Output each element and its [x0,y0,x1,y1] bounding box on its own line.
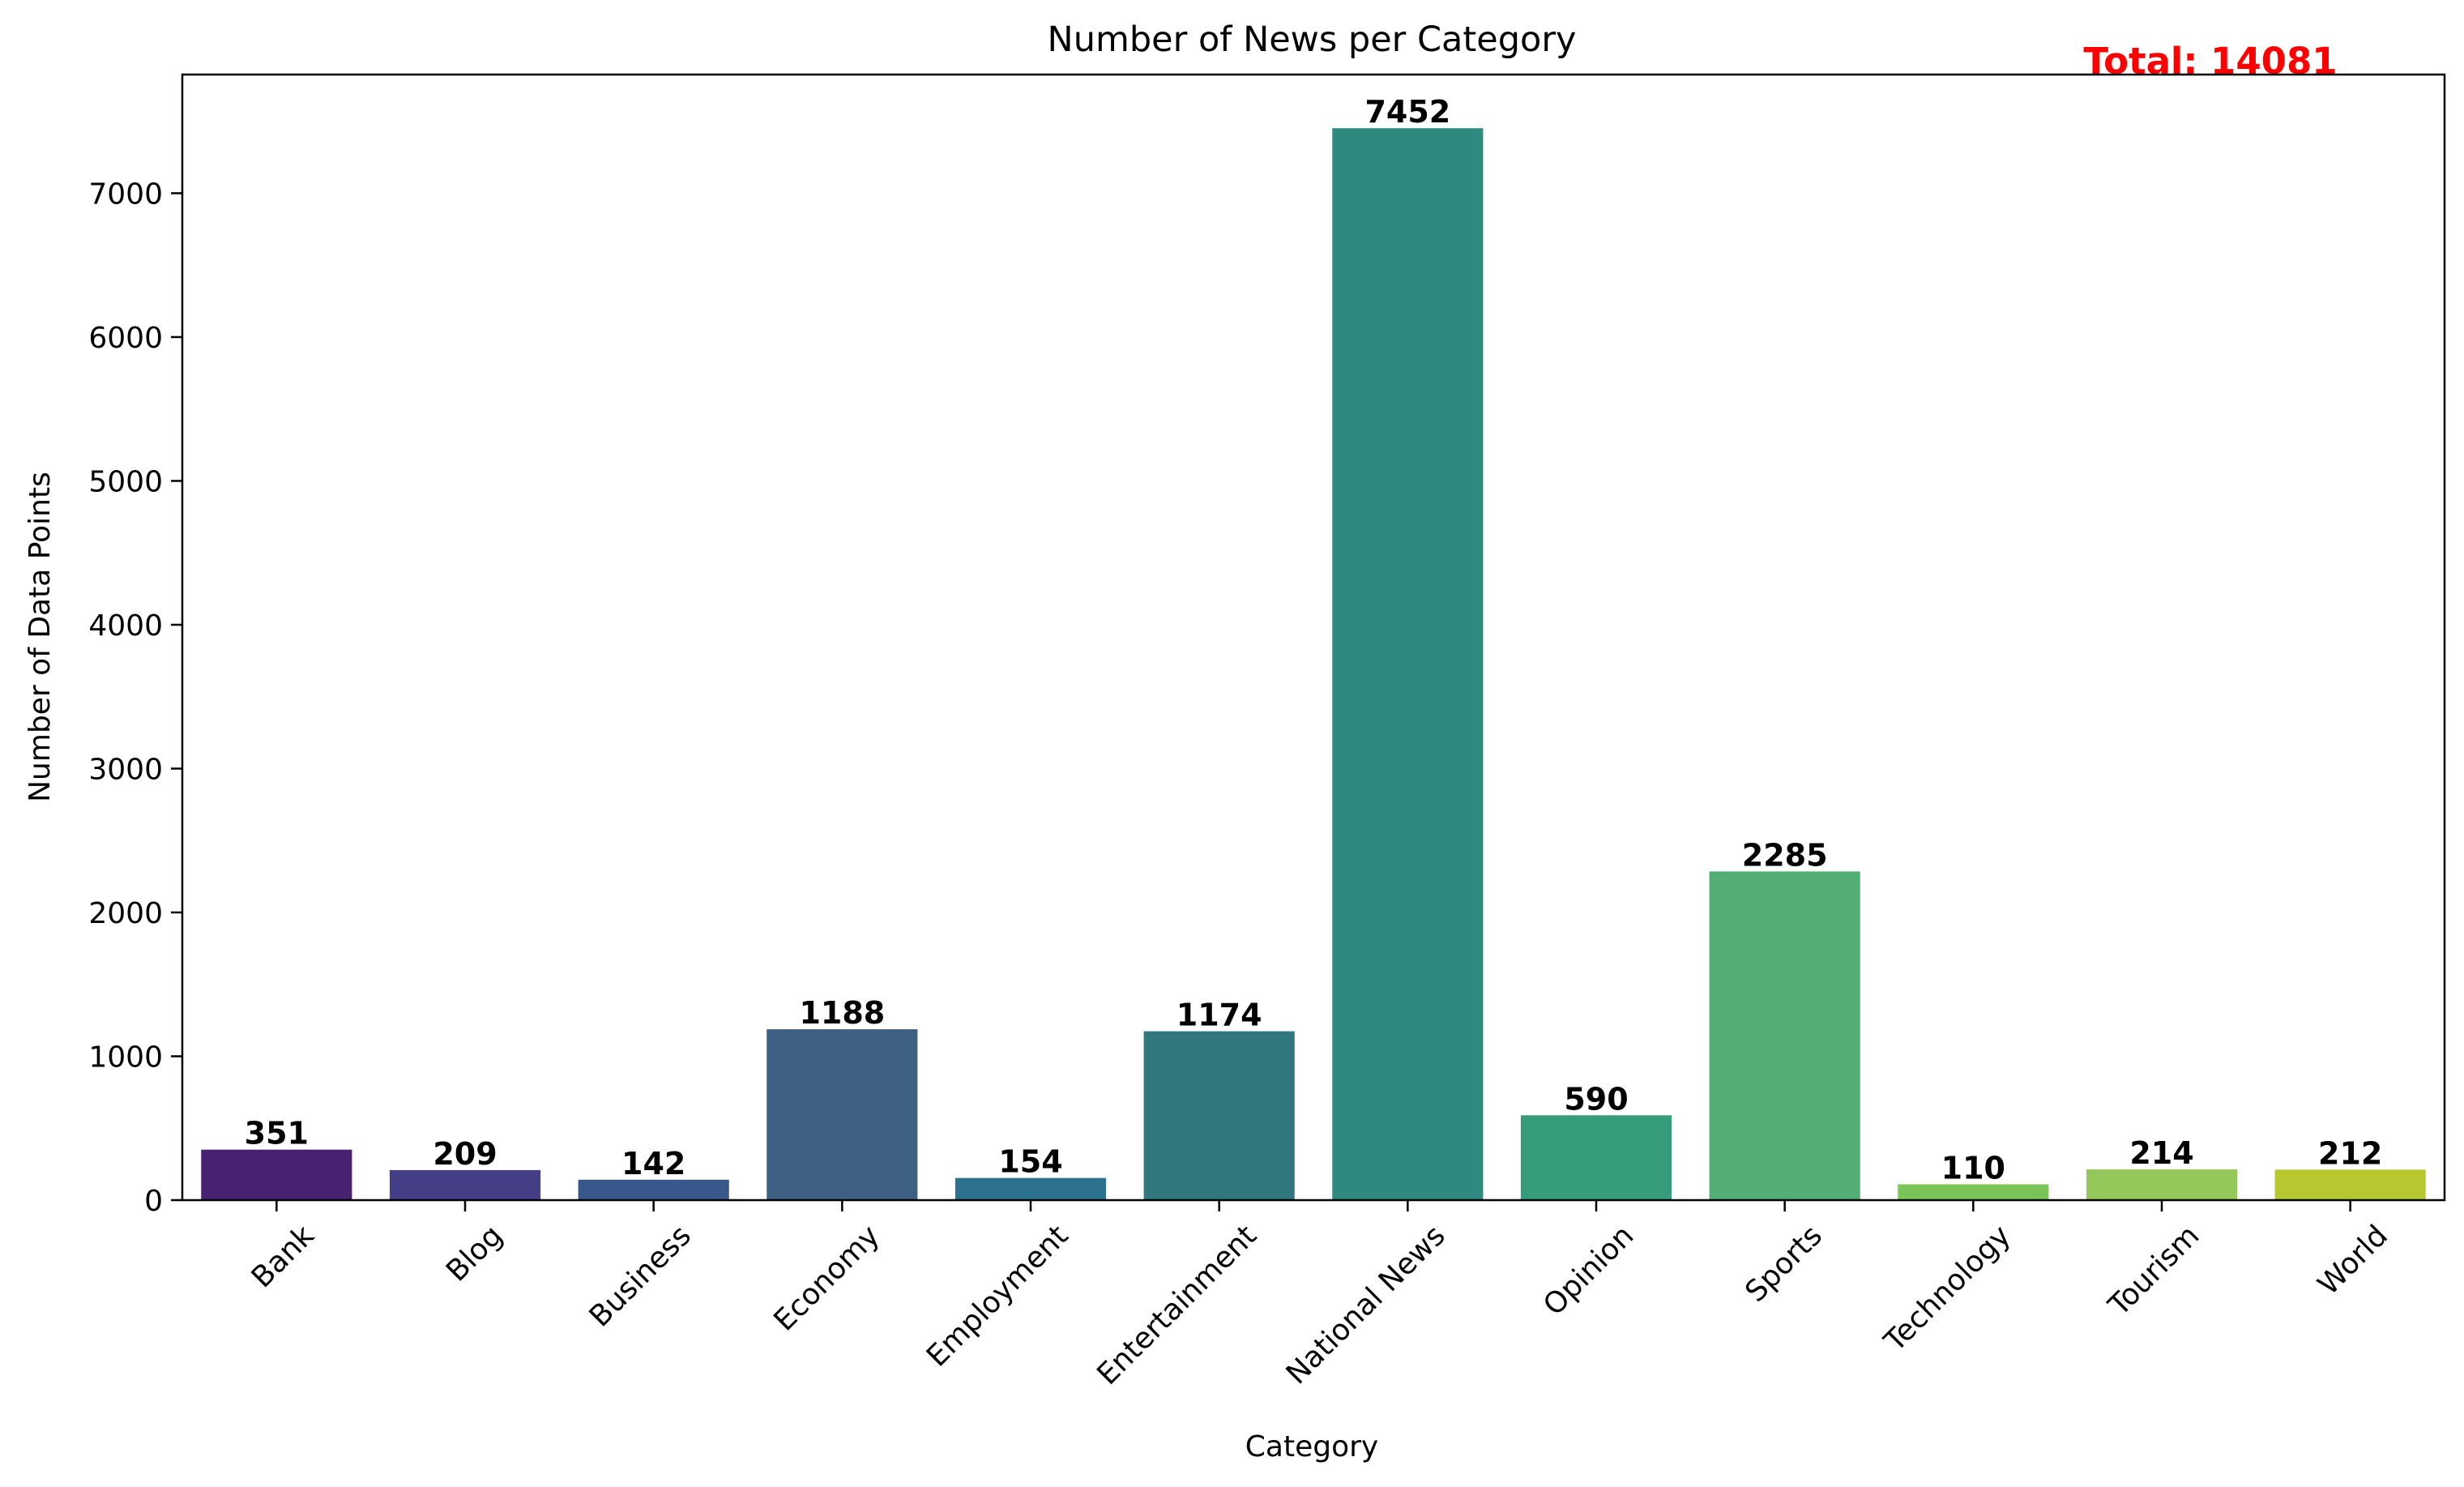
x-axis: Bank Blog Business Economy Employment Enterta… [246,1200,2394,1391]
x-tick-label: National News [1280,1219,1452,1391]
bar-national-news [1332,128,1484,1201]
value-label: 2285 [1742,837,1828,873]
bar-blog [389,1169,541,1200]
bar-world [2274,1169,2426,1200]
bar-tourism [2086,1169,2238,1200]
x-tick-label: World [2312,1219,2394,1301]
y-tick-label: 6000 [88,322,163,355]
value-label: 590 [1564,1081,1628,1117]
y-tick-label: 5000 [88,465,163,498]
x-tick-label: Technology [1877,1219,2017,1358]
bar-technology [1898,1184,2049,1200]
value-label: 110 [1941,1150,2005,1186]
bar-entertainment [1143,1031,1295,1200]
bar-employment [954,1177,1107,1200]
bar-sports [1709,871,1860,1200]
value-label: 212 [2318,1135,2382,1171]
value-label: 1174 [1176,998,1262,1033]
x-tick-label: Bank [246,1219,321,1294]
value-label: 209 [433,1136,497,1172]
y-tick-label: 2000 [88,897,163,930]
x-tick-label: Business [583,1219,698,1333]
x-tick-label: Opinion [1537,1219,1640,1322]
x-axis-title: Category [1245,1430,1378,1463]
x-tick-label: Economy [767,1219,886,1337]
y-tick-label: 3000 [88,753,163,786]
value-label: 142 [621,1146,685,1181]
x-tick-label: Employment [920,1219,1074,1373]
chart-title: Number of News per Category [1048,19,1577,60]
bar-economy [767,1029,918,1200]
y-tick-label: 1000 [88,1040,163,1074]
bar-bank [201,1149,352,1200]
bars-layer [201,128,2426,1201]
y-tick-label: 7000 [88,177,163,211]
y-axis-title: Number of Data Points [23,472,57,802]
total-annotation: Total: 14081 [2083,40,2337,83]
y-axis: 0 1000 2000 3000 4000 5000 6000 7000 [88,177,182,1218]
value-label: 351 [245,1116,309,1152]
x-tick-label: Sports [1739,1219,1829,1309]
x-tick-label: Blog [440,1219,509,1288]
x-tick-label: Tourism [2102,1219,2206,1322]
value-label: 7452 [1364,94,1450,130]
y-tick-label: 0 [144,1185,163,1218]
bar-business [578,1179,729,1200]
value-labels-layer: 351 209 142 1188 154 1174 7452 590 2285 110 214 212 [245,94,2383,1186]
x-tick-label: Entertainment [1091,1219,1263,1391]
y-tick-label: 4000 [88,609,163,643]
bar-opinion [1520,1115,1672,1200]
value-label: 1188 [799,995,885,1031]
value-label: 154 [998,1144,1062,1180]
value-label: 214 [2129,1135,2193,1171]
plot-frame [181,73,2446,1202]
